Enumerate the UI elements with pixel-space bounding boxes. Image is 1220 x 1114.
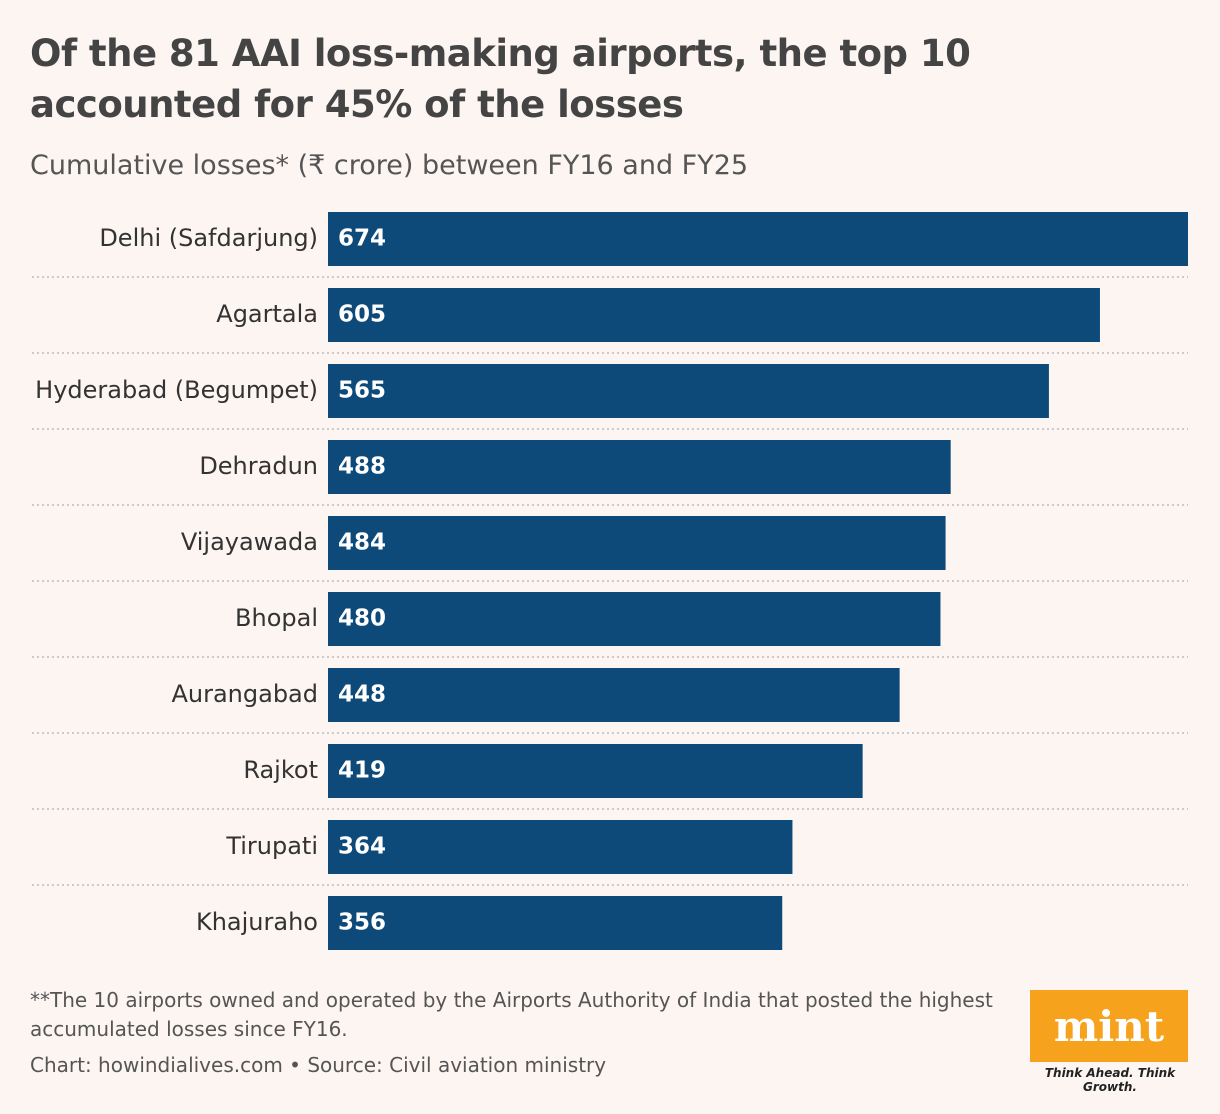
logo: mint (1030, 990, 1188, 1062)
value-label: 448 (338, 682, 386, 708)
chart-title: Of the 81 AAI loss-making airports, the … (30, 32, 971, 126)
value-label: 674 (338, 226, 386, 252)
value-label: 565 (338, 378, 386, 404)
bar (328, 592, 941, 646)
value-label: 480 (338, 606, 386, 632)
bar (328, 212, 1188, 266)
bar (328, 896, 783, 950)
chart: Delhi (Safdarjung) 674 Agartala 605 Hyderaba… (32, 212, 1188, 950)
chart-subtitle: Cumulative losses* (₹ crore) between FY1… (30, 150, 749, 181)
category-label: Hyderabad (Begumpet) (35, 376, 318, 404)
value-label: 364 (338, 834, 386, 860)
category-label: Tirupati (225, 832, 318, 860)
category-label: Aurangabad (171, 680, 318, 708)
value-label: 356 (338, 910, 386, 936)
bar (328, 364, 1049, 418)
bar (328, 668, 900, 722)
category-label: Delhi (Safdarjung) (99, 224, 318, 252)
bar (328, 820, 793, 874)
tagline: Think Ahead. Think Growth. (1044, 1066, 1176, 1094)
category-label: Khajuraho (196, 908, 318, 936)
footnote: **The 10 airports owned and operated by … (30, 988, 993, 1041)
bar (328, 440, 951, 494)
bar (328, 288, 1100, 342)
category-label: Agartala (216, 300, 318, 328)
value-label: 419 (338, 758, 386, 784)
category-label: Dehradun (199, 452, 318, 480)
bar (328, 516, 946, 570)
value-label: 605 (338, 302, 386, 328)
value-label: 488 (338, 454, 386, 480)
bar (328, 744, 863, 798)
category-label: Vijayawada (181, 528, 318, 556)
value-label: 484 (338, 530, 386, 556)
source: Chart: howindialives.com • Source: Civil… (30, 1053, 607, 1077)
category-label: Rajkot (243, 756, 318, 784)
category-label: Bhopal (235, 604, 318, 632)
